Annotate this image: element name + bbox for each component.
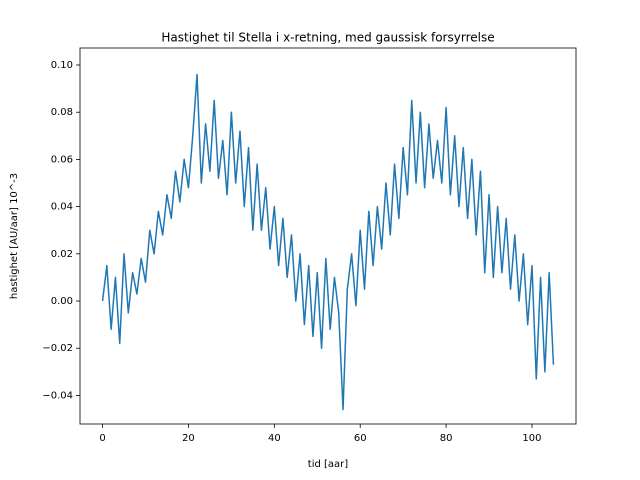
data-line: [101, 73, 555, 411]
plot-frame: [79, 47, 577, 425]
y-axis-label: hastighet [AU/aar] 10^-3: [9, 173, 20, 299]
x-tick-label: 100: [522, 433, 541, 444]
y-tick-label: −0.04: [42, 390, 73, 401]
x-tick-label: 40: [268, 433, 281, 444]
y-tick-label: 0.02: [51, 249, 73, 260]
y-tick-label: 0.04: [51, 202, 73, 213]
y-tick-label: 0.10: [51, 60, 73, 71]
y-tick-label: 0.00: [51, 296, 73, 307]
y-tick-label: 0.06: [51, 154, 73, 165]
y-tick-label: −0.02: [42, 343, 73, 354]
y-tick-label: 0.08: [51, 107, 73, 118]
chart-title: Hastighet til Stella i x-retning, med ga…: [161, 31, 494, 45]
x-tick-label: 0: [99, 433, 105, 444]
x-tick-label: 60: [354, 433, 367, 444]
x-tick-label: 80: [440, 433, 453, 444]
x-axis-label: tid [aar]: [308, 459, 348, 470]
x-tick-label: 20: [182, 433, 195, 444]
